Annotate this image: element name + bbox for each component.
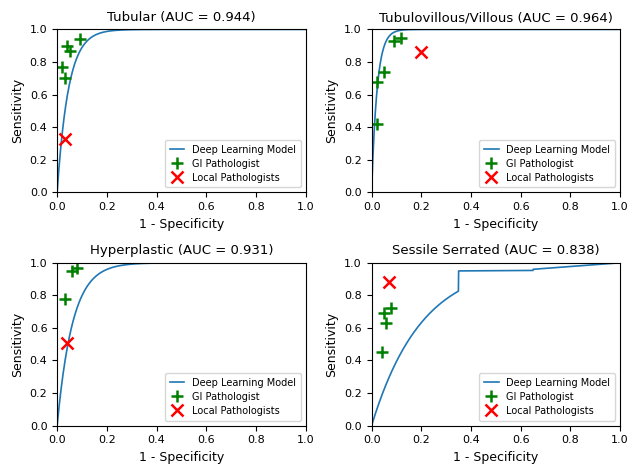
- GI Pathologist: [383, 320, 390, 326]
- Line: GI Pathologist: GI Pathologist: [58, 261, 83, 305]
- Deep Learning Model: [53, 423, 61, 428]
- Deep Learning Model: [566, 27, 573, 32]
- Deep Learning Model: [163, 27, 170, 32]
- GI Pathologist: [397, 35, 405, 40]
- X-axis label: 1 - Specificity: 1 - Specificity: [453, 218, 538, 230]
- GI Pathologist: [76, 37, 83, 42]
- Deep Learning Model: [468, 27, 476, 32]
- Title: Tubulovillous/Villous (AUC = 0.964): Tubulovillous/Villous (AUC = 0.964): [379, 11, 612, 24]
- X-axis label: 1 - Specificity: 1 - Specificity: [139, 218, 224, 230]
- Deep Learning Model: [252, 27, 259, 32]
- Deep Learning Model: [79, 292, 86, 297]
- Legend: Deep Learning Model, GI Pathologist, Local Pathologists: Deep Learning Model, GI Pathologist, Loc…: [479, 140, 615, 188]
- Deep Learning Model: [368, 423, 376, 428]
- Deep Learning Model: [477, 268, 485, 274]
- Deep Learning Model: [79, 44, 86, 49]
- Line: GI Pathologist: GI Pathologist: [56, 33, 86, 85]
- Line: Deep Learning Model: Deep Learning Model: [57, 263, 306, 426]
- Deep Learning Model: [393, 28, 401, 34]
- Title: Sessile Serrated (AUC = 0.838): Sessile Serrated (AUC = 0.838): [392, 245, 600, 257]
- Deep Learning Model: [538, 266, 546, 271]
- GI Pathologist: [390, 38, 398, 44]
- Deep Learning Model: [477, 27, 485, 32]
- Deep Learning Model: [247, 260, 255, 266]
- Y-axis label: Sensitivity: Sensitivity: [11, 78, 24, 143]
- Title: Hyperplastic (AUC = 0.931): Hyperplastic (AUC = 0.931): [90, 245, 273, 257]
- GI Pathologist: [68, 268, 76, 274]
- GI Pathologist: [73, 265, 81, 271]
- Deep Learning Model: [247, 27, 255, 32]
- Deep Learning Model: [224, 260, 232, 266]
- Legend: Deep Learning Model, GI Pathologist, Local Pathologists: Deep Learning Model, GI Pathologist, Loc…: [164, 140, 301, 188]
- Line: Deep Learning Model: Deep Learning Model: [372, 29, 620, 192]
- GI Pathologist: [61, 296, 68, 302]
- Deep Learning Model: [302, 260, 310, 266]
- GI Pathologist: [58, 64, 66, 70]
- Deep Learning Model: [616, 27, 624, 32]
- GI Pathologist: [380, 310, 388, 316]
- Deep Learning Model: [163, 260, 170, 266]
- Deep Learning Model: [575, 27, 582, 32]
- Title: Tubular (AUC = 0.944): Tubular (AUC = 0.944): [107, 11, 256, 24]
- GI Pathologist: [372, 121, 380, 127]
- GI Pathologist: [61, 76, 68, 81]
- Y-axis label: Sensitivity: Sensitivity: [326, 312, 339, 377]
- Line: Deep Learning Model: Deep Learning Model: [372, 263, 620, 426]
- Deep Learning Model: [368, 190, 376, 195]
- X-axis label: 1 - Specificity: 1 - Specificity: [139, 451, 224, 464]
- GI Pathologist: [372, 79, 380, 85]
- Deep Learning Model: [154, 27, 161, 32]
- GI Pathologist: [63, 43, 71, 48]
- Deep Learning Model: [393, 358, 401, 363]
- Deep Learning Model: [616, 260, 624, 266]
- Deep Learning Model: [566, 264, 573, 269]
- Deep Learning Model: [468, 268, 476, 274]
- Legend: Deep Learning Model, GI Pathologist, Local Pathologists: Deep Learning Model, GI Pathologist, Loc…: [164, 373, 301, 421]
- GI Pathologist: [66, 48, 74, 54]
- Deep Learning Model: [538, 27, 546, 32]
- Deep Learning Model: [561, 27, 569, 32]
- Line: Deep Learning Model: Deep Learning Model: [57, 29, 306, 192]
- X-axis label: 1 - Specificity: 1 - Specificity: [453, 451, 538, 464]
- Deep Learning Model: [224, 27, 232, 32]
- Y-axis label: Sensitivity: Sensitivity: [326, 78, 339, 143]
- Deep Learning Model: [154, 260, 161, 266]
- Y-axis label: Sensitivity: Sensitivity: [11, 312, 24, 377]
- Legend: Deep Learning Model, GI Pathologist, Local Pathologists: Deep Learning Model, GI Pathologist, Loc…: [479, 373, 615, 421]
- GI Pathologist: [388, 305, 396, 311]
- Line: GI Pathologist: GI Pathologist: [375, 302, 397, 359]
- Line: GI Pathologist: GI Pathologist: [371, 31, 408, 130]
- Deep Learning Model: [53, 190, 61, 195]
- GI Pathologist: [380, 69, 388, 75]
- Deep Learning Model: [302, 27, 310, 32]
- GI Pathologist: [378, 350, 385, 355]
- Deep Learning Model: [252, 260, 259, 266]
- Deep Learning Model: [561, 264, 569, 270]
